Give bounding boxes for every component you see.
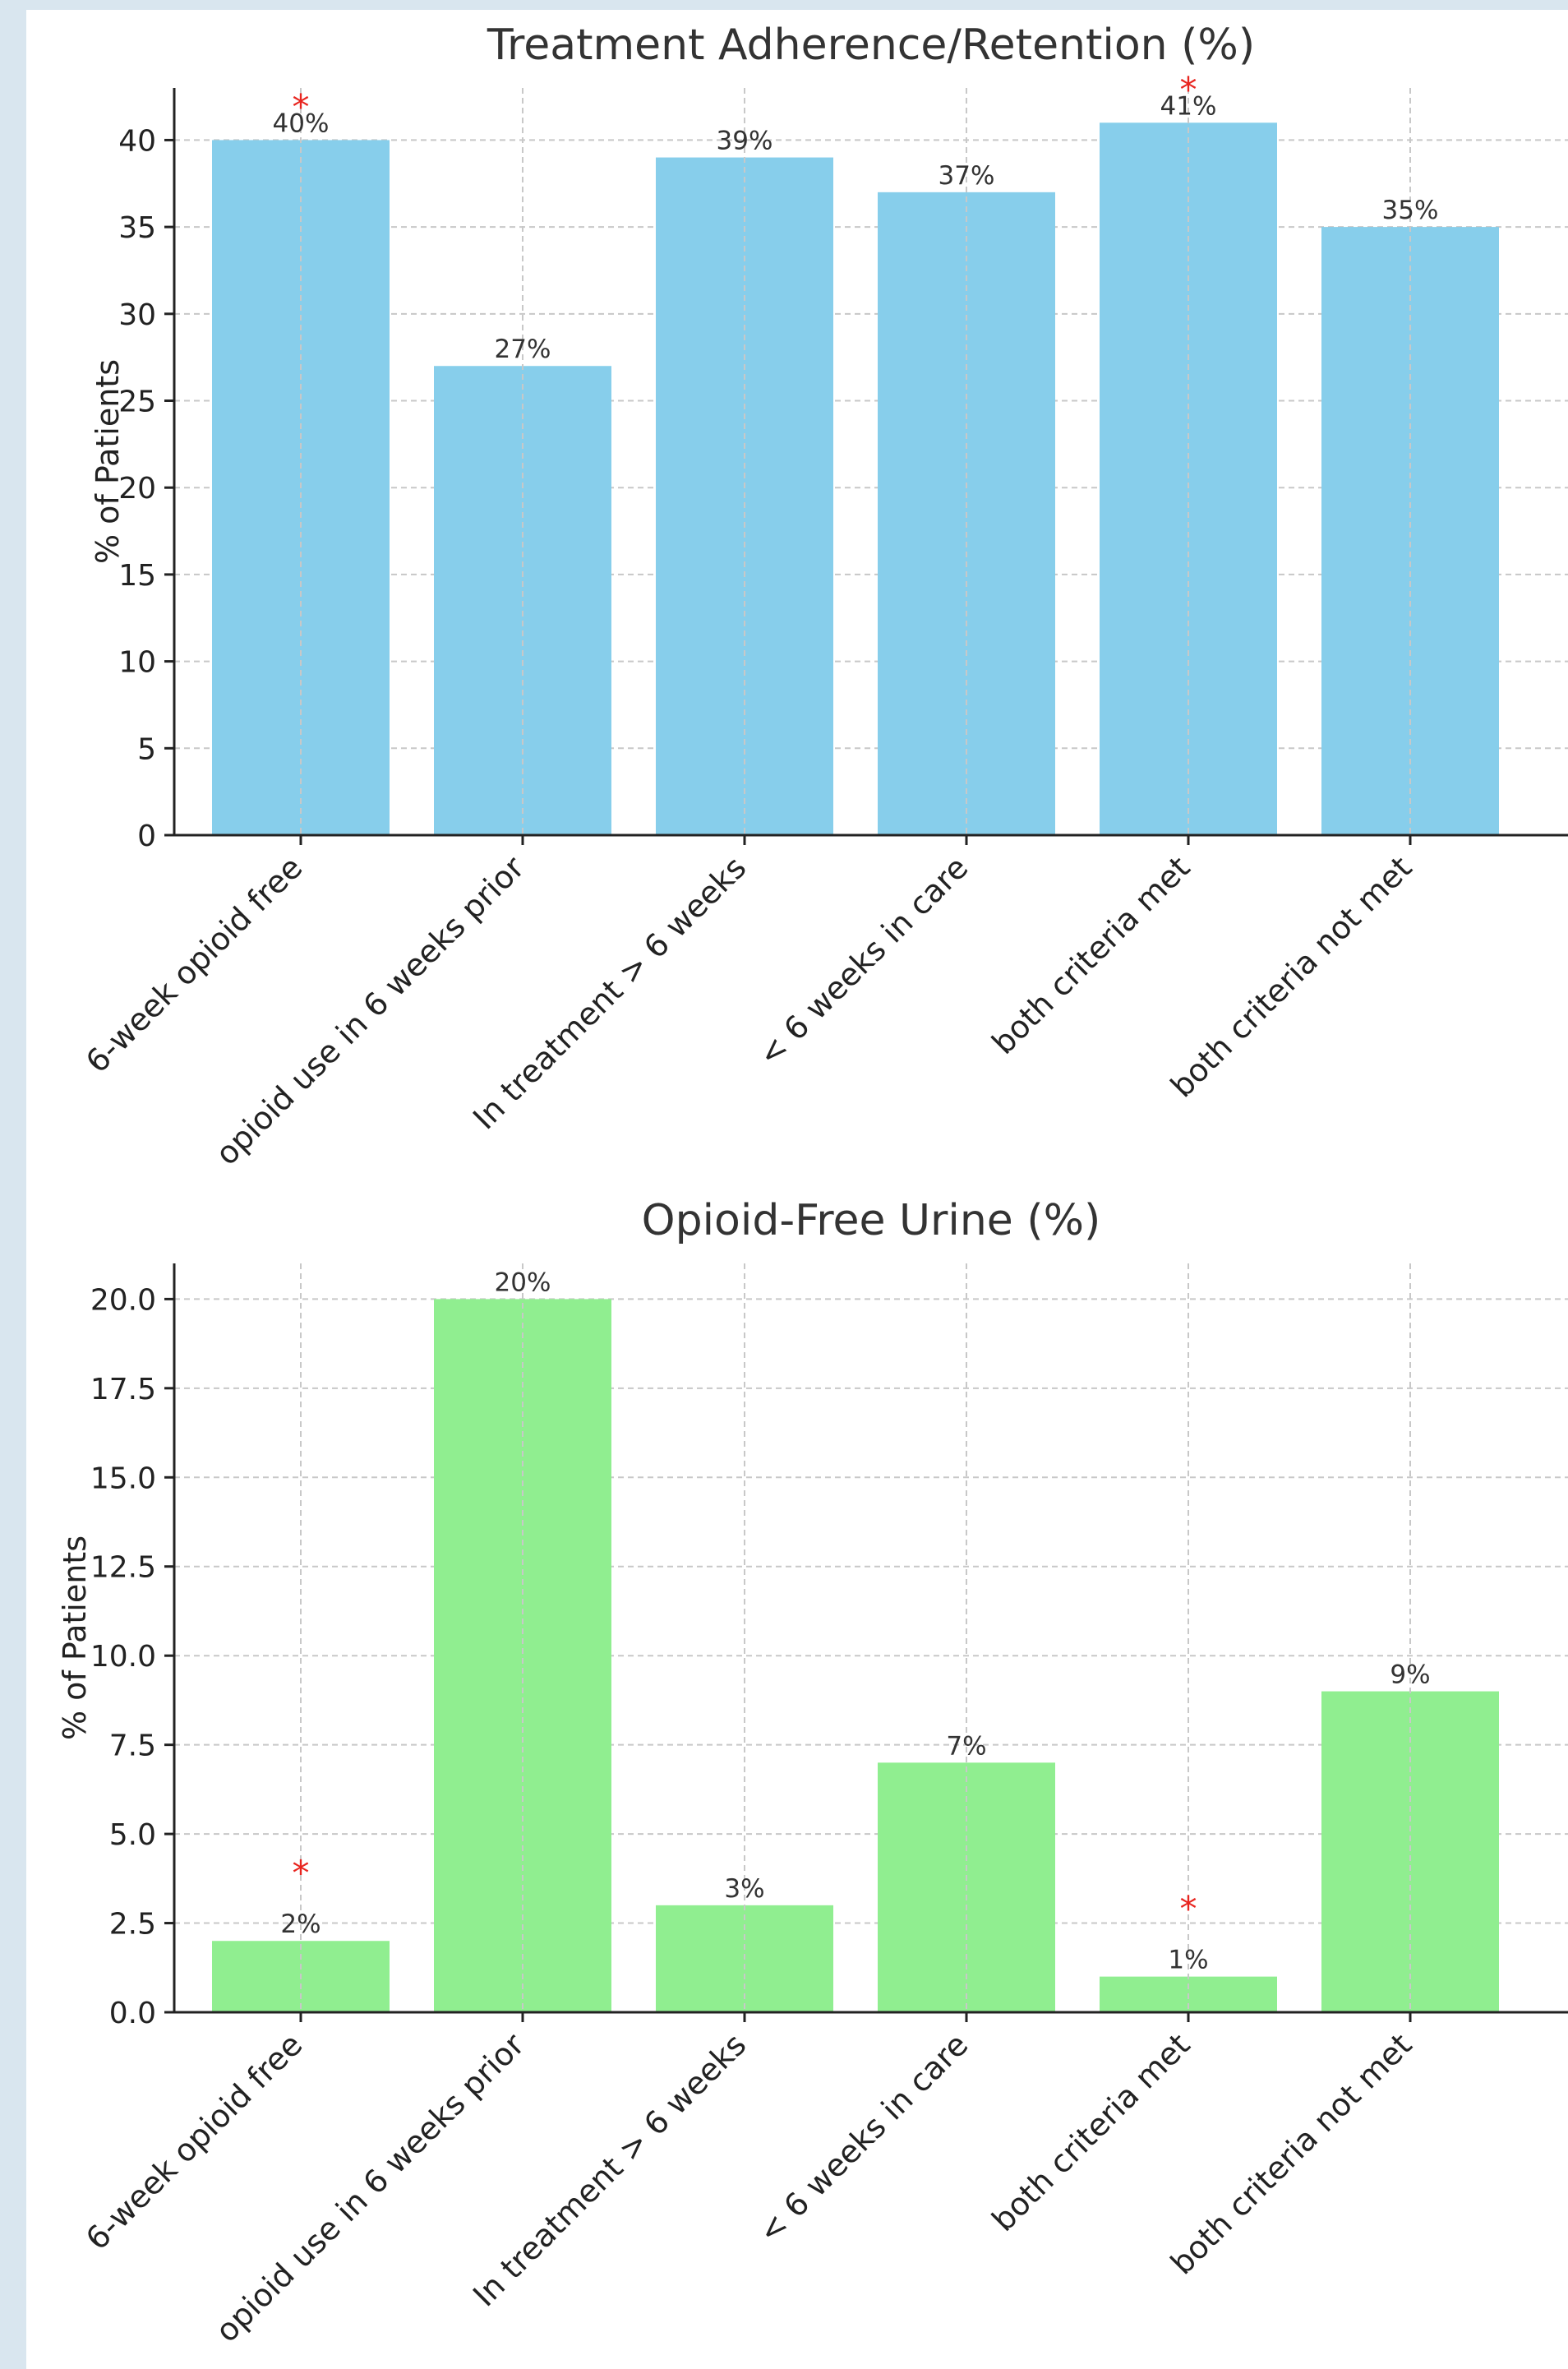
figure-page: 0 5 10 15 20 25 30 35 40 40% * 27% 39% 37% 41% * 35% 6-we… bbox=[26, 10, 1568, 2369]
data-label: 9% bbox=[1390, 1660, 1430, 1690]
y-tick-label: 17.5 bbox=[90, 1373, 156, 1406]
y-tick-label: 15.0 bbox=[90, 1462, 156, 1495]
significance-marker: * bbox=[293, 1853, 310, 1893]
data-label: 3% bbox=[724, 1874, 764, 1904]
y-tick-label: 5.0 bbox=[109, 1818, 156, 1852]
category-label: both criteria met bbox=[985, 849, 1197, 1061]
category-label: both criteria not met bbox=[1164, 849, 1418, 1104]
y-tick-label: 40 bbox=[118, 124, 156, 158]
data-label: 35% bbox=[1382, 196, 1439, 225]
y-tick-label: 2.5 bbox=[109, 1908, 156, 1942]
bar bbox=[434, 1299, 611, 2012]
significance-marker: * bbox=[1180, 69, 1197, 109]
data-label: 1% bbox=[1168, 1946, 1208, 1975]
data-label: 41% bbox=[1160, 91, 1217, 121]
y-tick-label: 30 bbox=[118, 298, 156, 332]
y-axis-label: % of Patients bbox=[57, 1535, 93, 1740]
significance-marker: * bbox=[293, 86, 310, 127]
category-label: both criteria met bbox=[985, 2026, 1197, 2238]
data-label: 27% bbox=[495, 335, 551, 364]
y-tick-label: 12.5 bbox=[90, 1551, 156, 1585]
y-tick-label: 20.0 bbox=[90, 1283, 156, 1317]
y-tick-label: 15 bbox=[118, 559, 156, 593]
y-tick-label: 7.5 bbox=[109, 1729, 156, 1763]
category-label: both criteria not met bbox=[1164, 2026, 1418, 2281]
data-label: 7% bbox=[946, 1731, 986, 1761]
y-tick-label: 5 bbox=[137, 732, 156, 766]
figure-canvas: 051015202530354040%*27%39%37%41%*35%6-we… bbox=[57, 21, 1568, 2349]
category-label: < 6 weeks in care bbox=[751, 2026, 975, 2250]
data-label: 20% bbox=[495, 1268, 551, 1297]
category-label: 6-week opioid free bbox=[79, 2026, 309, 2256]
data-label: 40% bbox=[273, 109, 330, 138]
category-label: < 6 weeks in care bbox=[751, 849, 975, 1073]
data-label: 2% bbox=[280, 1910, 321, 1939]
y-tick-label: 25 bbox=[118, 386, 156, 419]
chart-2: 0.0 2.5 5.0 7.5 10.0 12.5 15.0 17.5 20.0 2% * 20% 3%… bbox=[57, 1196, 1568, 2349]
category-label: 6-week opioid free bbox=[79, 849, 309, 1079]
y-tick-label: 0 bbox=[137, 820, 156, 853]
y-tick-label: 10.0 bbox=[90, 1640, 156, 1674]
y-tick-label: 35 bbox=[118, 211, 156, 245]
data-label: 37% bbox=[938, 161, 995, 191]
y-tick-label: 20 bbox=[118, 472, 156, 506]
y-tick-label: 10 bbox=[118, 646, 156, 680]
significance-marker: * bbox=[1180, 1889, 1197, 1929]
chart-1: 051015202530354040%*27%39%37%41%*35%6-we… bbox=[79, 21, 1568, 1172]
y-axis-label: % of Patients bbox=[90, 359, 126, 564]
chart-title: Treatment Adherence/Retention (%) bbox=[487, 21, 1255, 70]
chart-title: Opioid-Free Urine (%) bbox=[642, 1196, 1101, 1245]
data-label: 39% bbox=[717, 127, 773, 156]
y-tick-label: 0.0 bbox=[109, 1997, 156, 2030]
